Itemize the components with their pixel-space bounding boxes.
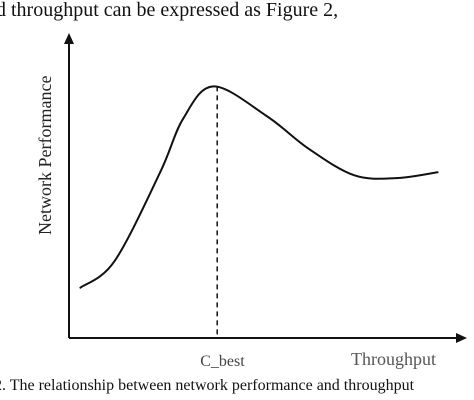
y-axis-label: Network Performance bbox=[35, 76, 55, 235]
figure-caption: 2. The relationship between network perf… bbox=[0, 377, 415, 394]
top-text-line: d throughput can be expressed as Figure … bbox=[0, 0, 339, 21]
axes-group bbox=[64, 33, 467, 343]
best-throughput-label: C_best bbox=[200, 353, 245, 370]
axis-labels-group: Network Performance Throughput C_best bbox=[35, 76, 436, 370]
x-axis-arrowhead bbox=[456, 333, 467, 343]
chart-series-group bbox=[79, 85, 439, 289]
performance-curve bbox=[79, 85, 439, 289]
x-axis-label: Throughput bbox=[351, 349, 436, 369]
y-axis-arrowhead bbox=[64, 33, 74, 44]
